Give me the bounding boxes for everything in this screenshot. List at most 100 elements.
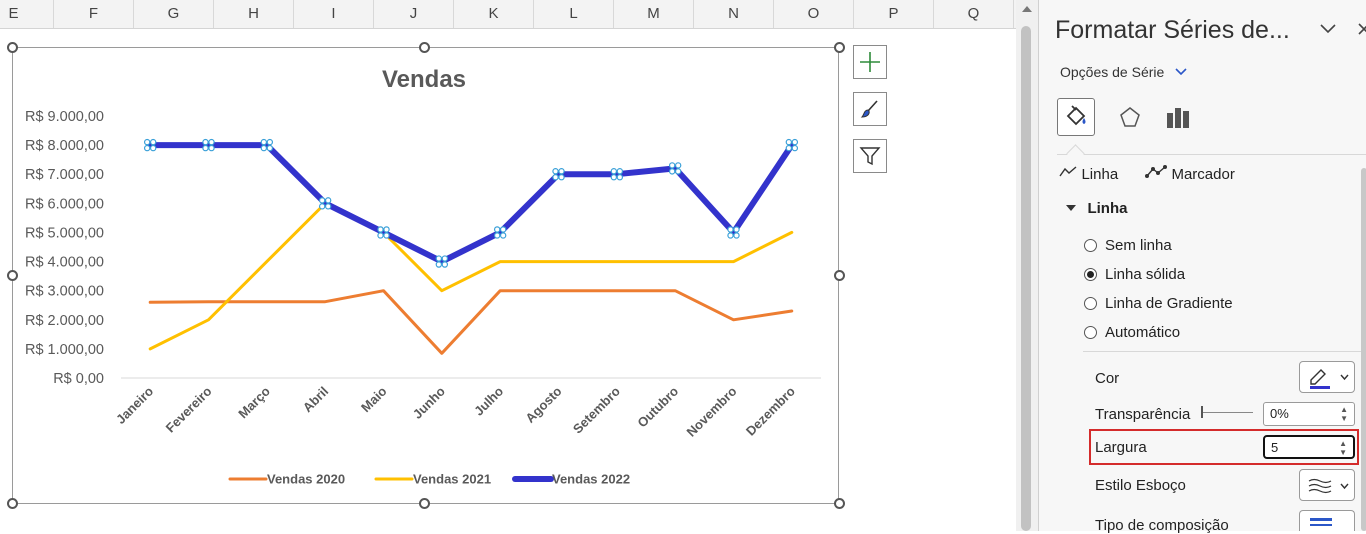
selection-marker	[318, 197, 326, 204]
y-tick-label: R$ 9.000,00	[25, 109, 104, 125]
radio-automatic-label[interactable]: Automático	[1105, 324, 1181, 341]
selection-marker	[383, 232, 390, 239]
selection-marker	[143, 144, 151, 152]
radio-solid-line[interactable]	[1084, 268, 1097, 281]
resize-handle-right[interactable]	[834, 270, 845, 281]
resize-handle-bottom-right[interactable]	[834, 498, 845, 509]
radio-no-line[interactable]	[1084, 239, 1097, 252]
column-header[interactable]: E	[0, 0, 54, 28]
tabs-divider	[1057, 154, 1366, 155]
selection-marker	[552, 174, 559, 181]
column-header[interactable]: I	[294, 0, 374, 28]
x-category-label: Outubro	[634, 383, 681, 430]
chart-styles-button[interactable]	[853, 92, 887, 126]
transparency-slider[interactable]	[1201, 406, 1253, 418]
chevron-down-icon[interactable]	[1319, 22, 1337, 36]
series-line-vendas-2021	[148, 201, 794, 351]
subtab-line[interactable]: Linha	[1059, 165, 1118, 184]
radio-solid-line-label[interactable]: Linha sólida	[1105, 266, 1186, 283]
x-category-label: Julho	[471, 383, 506, 418]
format-series-pane: Formatar Séries de... Opções de Série	[1038, 0, 1366, 534]
width-input[interactable]: 5 ▲ ▼	[1263, 435, 1355, 459]
resize-handle-left[interactable]	[7, 270, 18, 281]
compound-type-button[interactable]	[1299, 510, 1355, 531]
column-header[interactable]: G	[134, 0, 214, 28]
subtab-marker[interactable]: Marcador	[1145, 165, 1235, 184]
line-section-toggle[interactable]: Linha	[1065, 200, 1127, 218]
legend-label: Vendas 2020	[267, 472, 345, 487]
resize-handle-bottom-left[interactable]	[7, 498, 18, 509]
y-tick-label: R$ 5.000,00	[25, 225, 104, 241]
column-header[interactable]: Q	[934, 0, 1014, 28]
radio-no-line-label[interactable]: Sem linha	[1105, 237, 1172, 254]
tab-series-options[interactable]	[1161, 100, 1195, 134]
resize-handle-top-right[interactable]	[834, 42, 845, 53]
scroll-up-icon[interactable]	[1022, 6, 1032, 12]
radio-gradient-line-label[interactable]: Linha de Gradiente	[1105, 295, 1233, 312]
spin-down-icon[interactable]: ▼	[1339, 448, 1347, 457]
column-header[interactable]: J	[374, 0, 454, 28]
plus-icon	[860, 52, 880, 72]
selection-marker	[260, 138, 268, 146]
selection-marker	[377, 226, 384, 233]
x-category-label: Maio	[358, 383, 390, 415]
color-picker-button[interactable]	[1299, 361, 1355, 393]
close-icon[interactable]	[1357, 22, 1366, 36]
paint-bucket-icon	[1066, 105, 1086, 126]
chevron-down-icon	[1340, 374, 1349, 381]
pen-color-icon	[1310, 369, 1330, 389]
sketch-style-button[interactable]	[1299, 469, 1355, 501]
x-category-label: Novembro	[684, 383, 740, 439]
radio-gradient-line[interactable]	[1084, 297, 1097, 310]
spin-up-icon[interactable]: ▲	[1339, 439, 1347, 448]
tab-pointer	[1066, 144, 1085, 163]
x-category-label: Dezembro	[743, 383, 798, 438]
selection-marker	[383, 226, 390, 233]
legend-label: Vendas 2021	[413, 472, 491, 487]
series-options-dropdown[interactable]: Opções de Série	[1060, 64, 1187, 82]
spin-down-icon[interactable]: ▼	[1340, 414, 1348, 423]
spin-up-icon[interactable]: ▲	[1340, 405, 1348, 414]
y-tick-label: R$ 7.000,00	[25, 167, 104, 183]
scroll-thumb[interactable]	[1021, 26, 1031, 531]
width-label: Largura	[1095, 439, 1147, 456]
selection-marker	[435, 255, 443, 262]
selection-marker	[733, 226, 740, 233]
column-header[interactable]: L	[534, 0, 614, 28]
resize-handle-top[interactable]	[419, 42, 430, 53]
x-category-label: Março	[235, 383, 273, 421]
transparency-label: Transparência	[1095, 406, 1191, 423]
selection-marker	[674, 168, 682, 175]
x-category-label: Janeiro	[113, 383, 156, 426]
column-header[interactable]: F	[54, 0, 134, 28]
line-section-label: Linha	[1087, 200, 1128, 217]
chart-container[interactable]: Vendas R$ 0,00 R$ 1.000,00 R$ 2.000,00 R$ 3.…	[12, 47, 839, 504]
selection-marker	[668, 168, 676, 175]
tab-effects[interactable]	[1113, 100, 1147, 134]
pane-scrollbar[interactable]	[1361, 168, 1366, 531]
transparency-slider-thumb[interactable]	[1201, 406, 1203, 418]
column-header[interactable]: M	[614, 0, 694, 28]
series-options-label: Opções de Série	[1060, 64, 1165, 80]
pentagon-icon	[1120, 107, 1140, 127]
column-header[interactable]: H	[214, 0, 294, 28]
resize-handle-bottom[interactable]	[419, 498, 430, 509]
chart-elements-button[interactable]	[853, 45, 887, 79]
line-chart[interactable]: Vendas R$ 0,00 R$ 1.000,00 R$ 2.000,00 R$ 3.…	[13, 48, 840, 505]
column-header[interactable]: K	[454, 0, 534, 28]
compound-lines-icon	[1310, 518, 1332, 526]
radio-automatic[interactable]	[1084, 326, 1097, 339]
width-value[interactable]: 5	[1271, 440, 1279, 455]
column-header[interactable]: P	[854, 0, 934, 28]
chart-filters-button[interactable]	[853, 139, 887, 173]
transparency-input[interactable]: 0% ▲ ▼	[1263, 402, 1355, 426]
column-header[interactable]: O	[774, 0, 854, 28]
tab-fill-line[interactable]	[1057, 98, 1095, 136]
legend-label: Vendas 2022	[552, 472, 630, 487]
resize-handle-top-left[interactable]	[7, 42, 18, 53]
y-tick-label: R$ 0,00	[53, 371, 104, 387]
vertical-scrollbar[interactable]	[1016, 0, 1038, 531]
selection-marker	[499, 226, 507, 233]
column-header[interactable]: N	[694, 0, 774, 28]
